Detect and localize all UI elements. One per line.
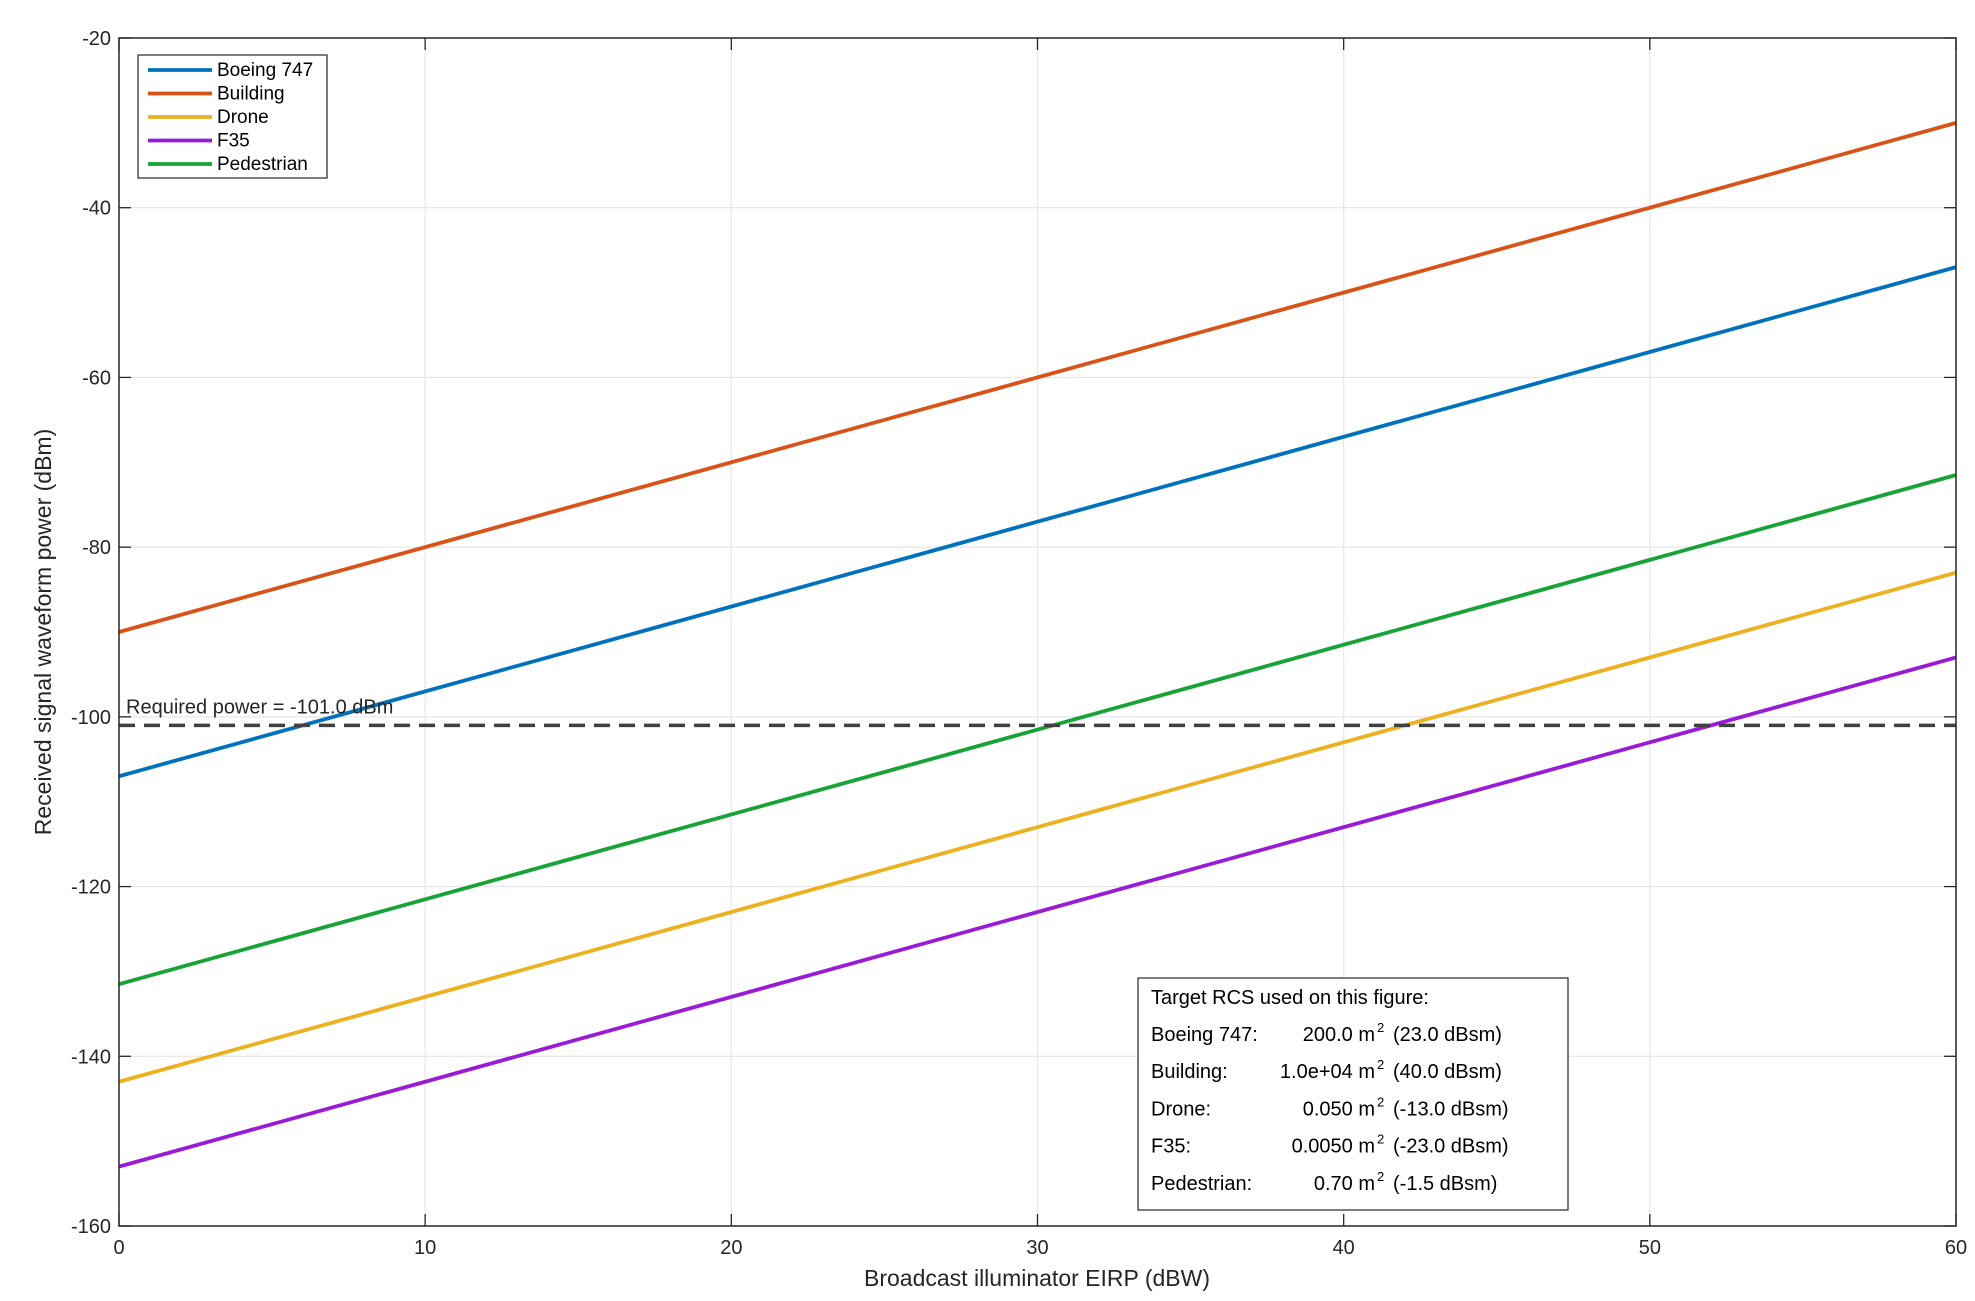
- series-line-boeing-747: [118, 265, 1957, 779]
- rcs-row-name: Drone:: [1151, 1098, 1211, 1120]
- rcs-row-value: 0.0050 m: [1292, 1136, 1375, 1158]
- x-tick-label: 60: [1945, 1237, 1967, 1259]
- rcs-annotation-title: Target RCS used on this figure:: [1151, 987, 1429, 1009]
- threshold-label: Required power = -101.0 dBm: [126, 696, 393, 718]
- y-axis-label: Received signal waveform power (dBm): [30, 429, 56, 836]
- rcs-row-name: Boeing 747:: [1151, 1024, 1258, 1046]
- rcs-row-superscript: 2: [1377, 1094, 1384, 1109]
- legend-label-drone: Drone: [217, 107, 269, 128]
- rcs-row-dbsm: (-23.0 dBsm): [1393, 1136, 1509, 1158]
- x-tick-label: 10: [414, 1237, 436, 1259]
- series-layer: [118, 121, 1957, 1169]
- rcs-row-dbsm: (40.0 dBsm): [1393, 1061, 1502, 1083]
- rcs-row-value: 200.0 m: [1303, 1024, 1375, 1046]
- rcs-row-superscript: 2: [1377, 1169, 1384, 1184]
- rcs-row-name: F35:: [1151, 1136, 1191, 1158]
- rcs-annotation-box: [1137, 977, 1569, 1211]
- rcs-row-name: Building:: [1151, 1061, 1228, 1083]
- rcs-row-value: 1.0e+04 m: [1280, 1061, 1375, 1083]
- rcs-row-dbsm: (-13.0 dBsm): [1393, 1098, 1509, 1120]
- y-tick-label: -160: [71, 1216, 111, 1238]
- rcs-row-name: Pedestrian:: [1151, 1173, 1252, 1195]
- rcs-row-dbsm: (-1.5 dBsm): [1393, 1173, 1497, 1195]
- x-tick-label: 0: [113, 1237, 124, 1259]
- series-line-f35: [118, 655, 1957, 1169]
- legend-label-building: Building: [217, 84, 285, 105]
- rcs-annotation-rows: Boeing 747: 200.0 m 2 (23.0 dBsm)Building: 1…: [1151, 1020, 1509, 1195]
- x-tick-label: 30: [1026, 1237, 1048, 1259]
- rcs-row-value: 0.70 m: [1314, 1173, 1375, 1195]
- rcs-row-value: 0.050 m: [1303, 1098, 1375, 1120]
- rcs-row-superscript: 2: [1377, 1057, 1384, 1072]
- x-axis-label: Broadcast illuminator EIRP (dBW): [864, 1265, 1210, 1291]
- y-tick-label: -100: [71, 707, 111, 729]
- x-tick-label: 50: [1639, 1237, 1661, 1259]
- legend-label-f35: F35: [217, 131, 250, 152]
- legend-label-boeing-747: Boeing 747: [217, 60, 313, 81]
- series-line-pedestrian: [118, 473, 1957, 986]
- rcs-annotation: Target RCS used on this figure: Boeing 7…: [1137, 977, 1569, 1211]
- y-tick-label: -40: [82, 198, 111, 220]
- x-tick-label: 20: [720, 1237, 742, 1259]
- legend-label-pedestrian: Pedestrian: [217, 154, 308, 175]
- axis-ticks: 0 10 20 30 40 50 60 -160 -140 -120 -100 -80 -60 -40 -2…: [71, 28, 1967, 1259]
- y-tick-label: -120: [71, 877, 111, 899]
- series-line-drone: [118, 570, 1957, 1084]
- threshold-layer: Required power = -101.0 dBm: [119, 696, 1956, 728]
- x-tick-label: 40: [1333, 1237, 1355, 1259]
- rcs-row-dbsm: (23.0 dBsm): [1393, 1024, 1502, 1046]
- y-tick-label: -20: [82, 28, 111, 50]
- rcs-row-superscript: 2: [1377, 1132, 1384, 1147]
- y-tick-label: -80: [82, 537, 111, 559]
- y-tick-label: -60: [82, 367, 111, 389]
- rcs-row-superscript: 2: [1377, 1020, 1384, 1035]
- series-line-building: [118, 121, 1957, 634]
- y-tick-label: -140: [71, 1046, 111, 1068]
